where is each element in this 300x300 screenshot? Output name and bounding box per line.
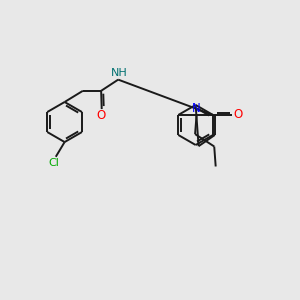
Text: O: O [234,108,243,121]
Text: O: O [97,109,106,122]
Text: NH: NH [110,68,127,78]
Text: Cl: Cl [49,158,60,168]
Text: N: N [192,102,201,115]
